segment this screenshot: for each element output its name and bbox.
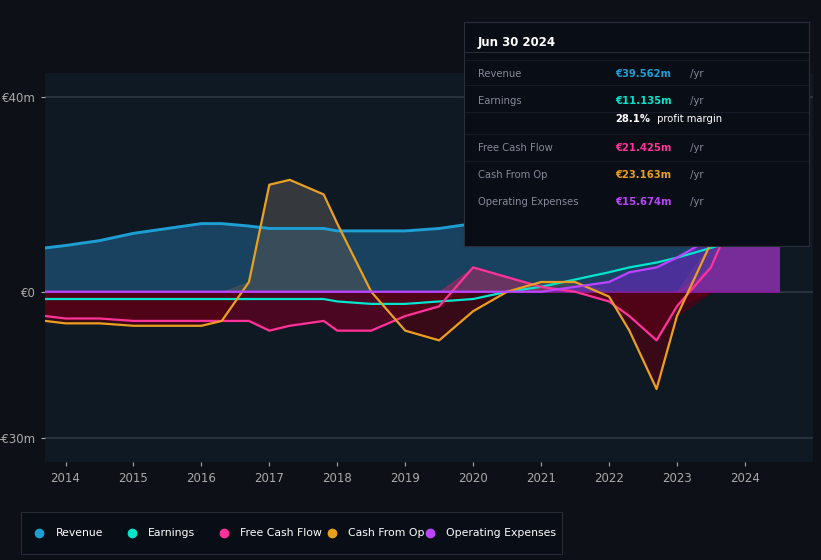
Text: /yr: /yr: [687, 143, 704, 153]
Text: €21.425m: €21.425m: [616, 143, 672, 153]
Text: /yr: /yr: [687, 170, 704, 180]
Text: Revenue: Revenue: [478, 69, 521, 79]
Text: €15.674m: €15.674m: [616, 197, 672, 207]
Text: 28.1%: 28.1%: [616, 114, 650, 124]
Text: /yr: /yr: [687, 96, 704, 106]
Text: profit margin: profit margin: [654, 114, 722, 124]
Text: Earnings: Earnings: [478, 96, 521, 106]
Text: Jun 30 2024: Jun 30 2024: [478, 36, 556, 49]
Text: Operating Expenses: Operating Expenses: [446, 529, 556, 538]
Text: /yr: /yr: [687, 69, 704, 79]
Text: €23.163m: €23.163m: [616, 170, 672, 180]
Text: Cash From Op: Cash From Op: [478, 170, 547, 180]
Text: /yr: /yr: [687, 197, 704, 207]
Text: Free Cash Flow: Free Cash Flow: [478, 143, 553, 153]
Text: Cash From Op: Cash From Op: [348, 529, 424, 538]
Text: Revenue: Revenue: [56, 529, 103, 538]
Text: Free Cash Flow: Free Cash Flow: [240, 529, 322, 538]
Text: Earnings: Earnings: [148, 529, 195, 538]
Text: €39.562m: €39.562m: [616, 69, 672, 79]
Text: Operating Expenses: Operating Expenses: [478, 197, 578, 207]
Text: €11.135m: €11.135m: [616, 96, 672, 106]
